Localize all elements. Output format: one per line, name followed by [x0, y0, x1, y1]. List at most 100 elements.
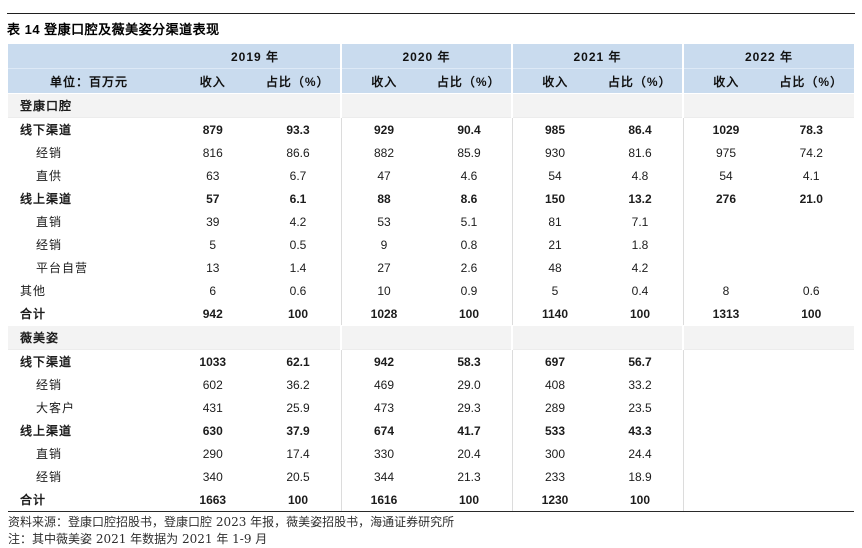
cell-value: 930 — [511, 141, 598, 164]
cell-value: 0.5 — [255, 233, 341, 256]
section-title: 登康口腔 — [8, 93, 341, 118]
share-header-cell: 占比（%） — [255, 68, 341, 94]
row-label: 合计 — [8, 302, 170, 326]
table-row: 直销 39 4.2 53 5.1 81 7.1 — [8, 210, 854, 233]
table-row: 经销 340 20.5 344 21.3 233 18.9 — [8, 465, 854, 488]
cell-value: 100 — [597, 302, 683, 326]
year-header-row: 2019 年 2020 年 2021 年 2022 年 — [8, 44, 854, 69]
cell-value: 63 — [170, 164, 256, 187]
cell-value: 41.7 — [426, 419, 512, 442]
cell-value: 4.2 — [255, 210, 341, 233]
row-label: 直销 — [8, 210, 170, 233]
share-header-cell: 占比（%） — [768, 68, 854, 94]
unit-label: 单位：百万元 — [8, 68, 170, 94]
cell-value: 81.6 — [597, 141, 683, 164]
cell-value: 0.4 — [597, 279, 683, 302]
cell-value: 21.0 — [768, 187, 854, 210]
cell-value: 0.9 — [426, 279, 512, 302]
cell-value: 985 — [511, 117, 598, 141]
table-footer: 资料来源：登康口腔招股书，登康口腔 2023 年报，薇美姿招股书，海通证券研究所… — [8, 514, 854, 548]
section-filler-cell — [682, 93, 854, 118]
row-label: 经销 — [8, 373, 170, 396]
cell-value: 975 — [682, 141, 769, 164]
cell-value: 150 — [511, 187, 598, 210]
page-title: 表 14 登康口腔及薇美姿分渠道表现 — [7, 22, 220, 37]
table-row: 线下渠道 879 93.3 929 90.4 985 86.4 1029 78.3 — [8, 117, 854, 141]
cell-value: 469 — [340, 373, 427, 396]
cell-value: 90.4 — [426, 117, 512, 141]
cell-value — [682, 349, 769, 373]
cell-value: 93.3 — [255, 117, 341, 141]
cell-value: 29.0 — [426, 373, 512, 396]
share-header-cell: 占比（%） — [426, 68, 512, 94]
cell-value: 23.5 — [597, 396, 683, 419]
cell-value: 6.7 — [255, 164, 341, 187]
cell-value — [768, 256, 854, 279]
cell-value: 86.4 — [597, 117, 683, 141]
cell-value: 78.3 — [768, 117, 854, 141]
row-label: 经销 — [8, 465, 170, 488]
cell-value: 74.2 — [768, 141, 854, 164]
cell-value: 8.6 — [426, 187, 512, 210]
cell-value: 86.6 — [255, 141, 341, 164]
table-row: 线下渠道 1033 62.1 942 58.3 697 56.7 — [8, 349, 854, 373]
revenue-header-cell: 收入 — [340, 68, 427, 94]
cell-value: 0.6 — [255, 279, 341, 302]
source-text: 资料来源：登康口腔招股书，登康口腔 2023 年报，薇美姿招股书，海通证券研究所 — [8, 515, 455, 529]
cell-value: 276 — [682, 187, 769, 210]
top-rule — [7, 13, 855, 14]
cell-value: 100 — [255, 302, 341, 326]
cell-value: 1313 — [682, 302, 769, 326]
cell-value: 13.2 — [597, 187, 683, 210]
cell-value: 630 — [170, 419, 256, 442]
cell-value: 408 — [511, 373, 598, 396]
cell-value: 674 — [340, 419, 427, 442]
cell-value: 533 — [511, 419, 598, 442]
cell-value: 21 — [511, 233, 598, 256]
cell-value: 24.4 — [597, 442, 683, 465]
cell-value: 5 — [511, 279, 598, 302]
cell-value: 1029 — [682, 117, 769, 141]
corner-cell — [8, 44, 170, 69]
cell-value: 1663 — [170, 488, 256, 512]
cell-value: 81 — [511, 210, 598, 233]
cell-value: 43.3 — [597, 419, 683, 442]
revenue-header-cell: 收入 — [170, 68, 256, 94]
year-header-cell: 2020 年 — [340, 44, 512, 69]
cell-value — [768, 488, 854, 512]
cell-value: 233 — [511, 465, 598, 488]
row-label: 线下渠道 — [8, 349, 170, 373]
cell-value: 20.5 — [255, 465, 341, 488]
cell-value — [768, 442, 854, 465]
cell-value: 58.3 — [426, 349, 512, 373]
cell-value: 100 — [597, 488, 683, 512]
row-label: 平台自营 — [8, 256, 170, 279]
table-row: 合计 942 100 1028 100 1140 100 1313 100 — [8, 302, 854, 326]
cell-value — [768, 465, 854, 488]
cell-value: 2.6 — [426, 256, 512, 279]
cell-value: 4.8 — [597, 164, 683, 187]
cell-value: 4.6 — [426, 164, 512, 187]
cell-value: 47 — [340, 164, 427, 187]
cell-value: 48 — [511, 256, 598, 279]
cell-value: 13 — [170, 256, 256, 279]
cell-value: 0.6 — [768, 279, 854, 302]
year-header-cell: 2022 年 — [682, 44, 854, 69]
cell-value: 5 — [170, 233, 256, 256]
table-row: 平台自营 13 1.4 27 2.6 48 4.2 — [8, 256, 854, 279]
table-row: 经销 816 86.6 882 85.9 930 81.6 975 74.2 — [8, 141, 854, 164]
cell-value: 340 — [170, 465, 256, 488]
table-body: 登康口腔 线下渠道 879 93.3 929 90.4 985 86.4 1029 78.3 经销 8… — [8, 93, 854, 512]
row-label: 线上渠道 — [8, 187, 170, 210]
row-label: 其他 — [8, 279, 170, 302]
cell-value: 88 — [340, 187, 427, 210]
cell-value: 27 — [340, 256, 427, 279]
table-row: 大客户 431 25.9 473 29.3 289 23.5 — [8, 396, 854, 419]
year-header-cell: 2021 年 — [511, 44, 683, 69]
table-row: 经销 5 0.5 9 0.8 21 1.8 — [8, 233, 854, 256]
cell-value: 6.1 — [255, 187, 341, 210]
cell-value: 300 — [511, 442, 598, 465]
cell-value: 21.3 — [426, 465, 512, 488]
section-filler-cell — [511, 93, 683, 118]
cell-value — [682, 210, 769, 233]
